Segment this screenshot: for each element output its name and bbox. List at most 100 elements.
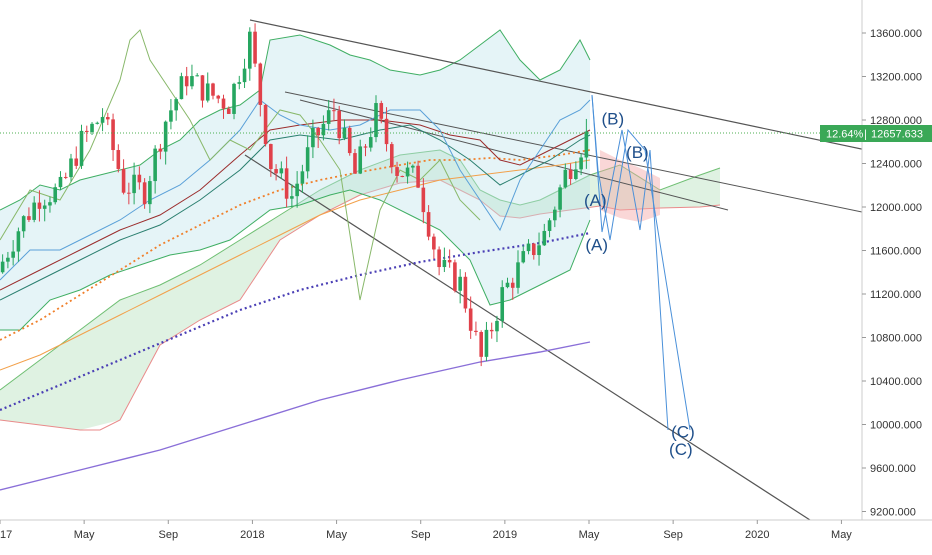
- candle-up: [90, 123, 94, 133]
- y-tick-label: 9200.000: [870, 507, 916, 519]
- candle-up: [179, 76, 184, 100]
- candle-down: [211, 83, 215, 96]
- candle-up: [6, 257, 10, 262]
- candle-down: [437, 249, 441, 268]
- candle-up: [321, 123, 326, 136]
- wave-projection-2: [591, 94, 691, 431]
- senkou-span-b-line: [0, 179, 721, 431]
- candle-up: [279, 168, 284, 174]
- candle-down: [474, 330, 478, 333]
- chikou-span: [0, 29, 481, 301]
- wave-label: (C): [671, 423, 695, 442]
- x-tick-label: May: [74, 529, 95, 541]
- x-tick-label: 2019: [493, 529, 517, 541]
- candle-down: [395, 167, 399, 176]
- candle-up: [374, 103, 378, 138]
- candle-down: [363, 146, 368, 148]
- candle-down: [389, 144, 394, 168]
- y-tick-label: 12800.000: [870, 115, 922, 127]
- candle-down: [111, 119, 115, 151]
- candle-down: [121, 168, 126, 193]
- candle-up: [411, 165, 415, 168]
- candle-up: [405, 167, 410, 177]
- candle-down: [489, 329, 494, 332]
- candle-down: [316, 127, 320, 136]
- candle-up: [516, 262, 520, 288]
- candle-down: [27, 216, 31, 220]
- candle-down: [158, 148, 163, 152]
- candle-down: [353, 153, 357, 174]
- x-tick-label: 17: [0, 529, 12, 541]
- candle-up: [237, 82, 242, 84]
- candle-down: [568, 169, 573, 179]
- last-price-separator: |: [864, 129, 867, 141]
- candle-down: [332, 110, 336, 112]
- senkou-span-a-line: [0, 149, 721, 391]
- x-tick-label: Sep: [411, 529, 431, 541]
- last-price-badge: 12.64% | 12657.633: [820, 125, 932, 142]
- candle-down: [337, 110, 342, 139]
- candle-down: [263, 104, 268, 145]
- candle-up: [169, 110, 173, 122]
- candle-up: [558, 187, 562, 210]
- candle-down: [216, 95, 221, 99]
- candle-up: [500, 287, 505, 321]
- candle-up: [79, 130, 84, 166]
- last-price-percent: 12.64%: [826, 129, 864, 141]
- candle-down: [468, 308, 473, 331]
- candle-down: [116, 150, 121, 169]
- candle-up: [16, 231, 21, 252]
- candle-up: [342, 127, 347, 139]
- wave-label: (B): [602, 109, 625, 128]
- candle-up: [584, 131, 589, 158]
- candle-down: [137, 174, 142, 183]
- candle-up: [174, 99, 178, 111]
- candle-up: [563, 169, 568, 188]
- candle-up: [32, 202, 36, 220]
- candle-down: [531, 243, 536, 256]
- bollinger-band-fill: [0, 30, 590, 330]
- candle-up: [547, 220, 552, 231]
- candle-up: [484, 329, 489, 357]
- candle-up: [11, 251, 15, 258]
- candle-up: [247, 31, 252, 69]
- candle-up: [42, 205, 47, 209]
- y-tick-label: 10000.000: [870, 420, 922, 432]
- x-tick-label: May: [579, 529, 600, 541]
- candle-up: [195, 75, 200, 77]
- candle-up: [458, 276, 462, 291]
- candle-down: [453, 262, 457, 291]
- candle-up: [495, 320, 499, 332]
- candle-up: [579, 157, 583, 170]
- candle-down: [142, 182, 147, 205]
- candle-up: [0, 261, 5, 273]
- candle-up: [242, 68, 247, 83]
- ichimoku-cloud-green: [0, 150, 720, 430]
- y-tick-label: 11600.000: [870, 246, 921, 258]
- candle-up: [69, 158, 73, 178]
- x-tick-label: May: [831, 529, 852, 541]
- y-tick-label: 11200.000: [870, 289, 921, 301]
- candle-down: [479, 332, 483, 357]
- candle-up: [58, 176, 63, 188]
- candle-down: [253, 31, 257, 64]
- candle-up: [368, 137, 373, 148]
- candle-down: [426, 212, 431, 237]
- candle-up: [300, 171, 305, 184]
- wave-labels: (B)(B) (A) (A) (C)(C): [584, 109, 695, 459]
- y-tick-label: 12400.000: [870, 159, 922, 171]
- candle-down: [200, 75, 205, 101]
- candle-up: [148, 181, 152, 205]
- candle-down: [379, 103, 384, 119]
- candle-up: [526, 243, 531, 252]
- candle-up: [521, 251, 526, 263]
- candle-up: [48, 202, 52, 206]
- candle-down: [432, 236, 436, 250]
- candle-down: [226, 108, 231, 114]
- ma-dotted-orange: [0, 149, 591, 341]
- candle-down: [274, 169, 278, 174]
- candle-down: [84, 130, 89, 133]
- candle-up: [232, 83, 236, 114]
- candle-down: [221, 98, 226, 109]
- plot-area[interactable]: (B)(B) (A) (A) (C)(C): [0, 19, 866, 520]
